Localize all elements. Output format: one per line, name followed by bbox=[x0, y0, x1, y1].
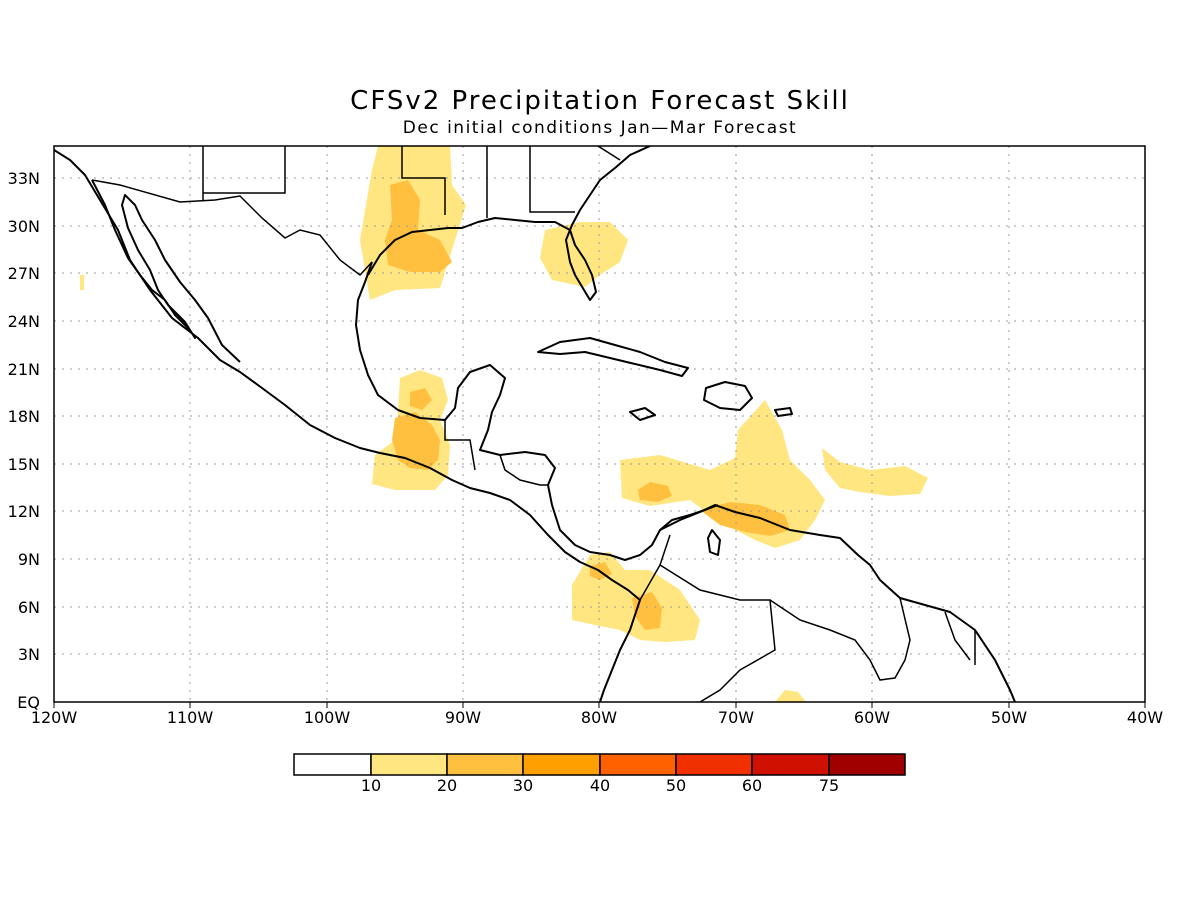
hispaniola bbox=[703, 381, 753, 411]
skill-region-baja bbox=[80, 275, 84, 290]
lat-label: 9N bbox=[17, 550, 40, 569]
lat-label: 15N bbox=[7, 455, 40, 474]
lat-label: 3N bbox=[17, 645, 40, 664]
skill-region-caribbean bbox=[620, 400, 825, 548]
lon-label: 60W bbox=[853, 708, 891, 727]
lon-label: 110W bbox=[166, 708, 214, 727]
lat-label: 33N bbox=[7, 169, 40, 188]
skill-core-caribbean-west bbox=[638, 482, 672, 502]
jamaica bbox=[629, 407, 656, 421]
baja-coast bbox=[91, 179, 241, 363]
lat-label: 12N bbox=[7, 502, 40, 521]
puerto-rico bbox=[774, 407, 793, 417]
lon-label: 80W bbox=[580, 708, 618, 727]
pacific-coast bbox=[54, 149, 641, 702]
lon-label: 120W bbox=[30, 708, 78, 727]
axis-ticks bbox=[53, 702, 1146, 708]
skill-shading bbox=[80, 146, 928, 702]
skill-core-bahia bbox=[392, 412, 440, 470]
map-subtitle: Dec initial conditions Jan—Mar Forecast bbox=[402, 118, 798, 138]
lon-label: 40W bbox=[1126, 708, 1164, 727]
lat-label: 18N bbox=[7, 407, 40, 426]
coastlines bbox=[54, 146, 1016, 702]
south-america-coast bbox=[659, 504, 1016, 702]
map-grid bbox=[54, 146, 1145, 702]
skill-region-lesser-antilles bbox=[822, 448, 928, 496]
cuba bbox=[537, 337, 689, 377]
colorbar-label: 50 bbox=[665, 776, 687, 795]
colorbar-label: 75 bbox=[818, 776, 840, 795]
lat-label: EQ bbox=[17, 693, 40, 712]
gulf-coast bbox=[355, 261, 719, 561]
skill-core-texas bbox=[385, 180, 452, 272]
lat-label: 24N bbox=[7, 312, 40, 331]
skill-region-amazon bbox=[775, 690, 806, 702]
lat-label: 21N bbox=[7, 360, 40, 379]
lon-label: 100W bbox=[303, 708, 351, 727]
lake-maracaibo bbox=[707, 529, 721, 556]
us-gulf-coast bbox=[367, 146, 651, 301]
colorbar-label: 40 bbox=[589, 776, 611, 795]
colorbar-label: 10 bbox=[360, 776, 382, 795]
borders bbox=[91, 146, 976, 702]
lat-label: 27N bbox=[7, 264, 40, 283]
skill-core-bahia-upper bbox=[410, 388, 432, 410]
skill-region-florida bbox=[540, 222, 628, 287]
lon-label: 70W bbox=[717, 708, 755, 727]
lat-label: 6N bbox=[17, 598, 40, 617]
colorbar-label: 30 bbox=[512, 776, 534, 795]
colorbar bbox=[293, 753, 906, 776]
map-title: CFSv2 Precipitation Forecast Skill bbox=[350, 86, 850, 116]
lat-label: 30N bbox=[7, 217, 40, 236]
colorbar-label: 20 bbox=[436, 776, 458, 795]
lon-label: 90W bbox=[444, 708, 482, 727]
colorbar-label: 60 bbox=[741, 776, 763, 795]
lon-label: 50W bbox=[990, 708, 1028, 727]
